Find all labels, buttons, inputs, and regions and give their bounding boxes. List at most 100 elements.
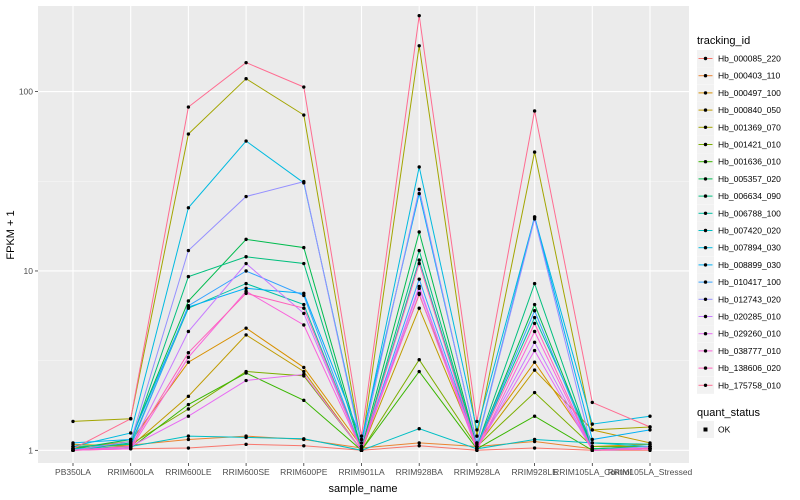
data-point <box>71 441 75 445</box>
data-point <box>532 390 537 395</box>
data-point <box>186 437 191 442</box>
data-point <box>590 448 594 453</box>
legend-key-point <box>703 125 708 129</box>
data-point <box>648 446 652 450</box>
data-point <box>475 428 479 432</box>
data-point <box>186 105 191 109</box>
data-point <box>129 439 133 444</box>
data-point <box>186 402 191 407</box>
data-point <box>302 302 306 307</box>
y-tick-label: 1 <box>28 445 33 455</box>
legend-key-point <box>703 228 708 233</box>
data-point <box>417 291 421 296</box>
data-point <box>244 286 248 291</box>
data-point <box>302 323 306 327</box>
x-tick-label: RRIM105LA_Control <box>553 467 632 477</box>
legend-key-point <box>703 427 708 432</box>
data-point <box>532 281 537 286</box>
legend-key-point <box>703 246 708 250</box>
data-point <box>302 398 306 403</box>
data-point <box>417 277 421 281</box>
data-point <box>417 441 421 445</box>
legend-label: Hb_000403_110 <box>718 71 781 81</box>
legend-label: Hb_000085_220 <box>718 54 781 64</box>
data-point <box>532 321 537 326</box>
x-tick-label: PB350LA <box>55 467 91 477</box>
data-point <box>417 358 421 362</box>
y-tick-label: 10 <box>24 266 34 276</box>
data-point <box>417 191 421 196</box>
data-point <box>475 434 479 438</box>
x-tick-label: RRIM600LE <box>165 467 212 477</box>
legend-label: Hb_020285_010 <box>718 312 781 322</box>
data-point <box>186 304 191 308</box>
data-point <box>417 258 421 262</box>
legend-label: Hb_001636_010 <box>718 157 781 167</box>
legend-label: Hb_006634_090 <box>718 191 781 201</box>
data-point <box>475 442 479 447</box>
legend-label: Hb_038777_010 <box>718 346 781 356</box>
y-tick-label: 100 <box>19 87 33 97</box>
legend-key-point <box>703 56 708 61</box>
data-point <box>359 437 364 442</box>
x-axis: PB350LA RRIM600LA RRIM600LE RRIM600SE RRIM60… <box>55 463 693 477</box>
legend-label: Hb_012743_020 <box>718 294 781 304</box>
legend-label: OK <box>718 425 731 435</box>
data-point <box>129 431 133 435</box>
legend-key-point <box>703 332 708 336</box>
data-point <box>532 329 537 334</box>
data-point <box>186 407 191 411</box>
legend-color-title: tracking_id <box>697 35 750 47</box>
data-point <box>590 437 594 442</box>
data-point <box>244 261 248 266</box>
data-point <box>417 165 421 169</box>
x-tick-label: RRIM901LA <box>338 467 385 477</box>
data-point <box>244 194 248 199</box>
legend-label: Hb_001369_070 <box>718 122 781 132</box>
data-point <box>186 206 191 210</box>
legend-key-point <box>703 297 708 301</box>
data-point <box>302 245 306 250</box>
data-point <box>244 378 248 383</box>
data-point <box>532 340 537 345</box>
data-point <box>475 446 479 450</box>
data-point <box>590 422 594 426</box>
data-point <box>532 414 537 418</box>
legend-label: Hb_000840_050 <box>718 105 781 115</box>
data-point <box>359 444 364 449</box>
data-point <box>648 414 652 418</box>
data-point <box>417 261 421 266</box>
panel-background <box>38 6 689 463</box>
data-point <box>359 434 364 438</box>
x-tick-label: RRIM928LE <box>511 467 558 477</box>
legend-key-point <box>703 280 708 284</box>
data-point <box>590 400 594 405</box>
data-point <box>186 394 191 399</box>
legend-label: Hb_138606_020 <box>718 363 781 373</box>
legend-label: Hb_008899_030 <box>718 260 781 270</box>
data-point <box>244 442 248 447</box>
data-point <box>186 248 191 253</box>
legend-label: Hb_175758_010 <box>718 380 781 390</box>
data-point <box>244 139 248 143</box>
data-point <box>186 274 191 279</box>
data-point <box>532 368 537 372</box>
data-point <box>532 437 537 442</box>
x-tick-label: RRIM600PE <box>280 467 328 477</box>
data-point <box>590 441 594 445</box>
data-point <box>71 419 75 424</box>
x-tick-label: RRIM600SE <box>222 467 270 477</box>
data-point <box>417 13 421 18</box>
legend-key-point <box>703 383 708 387</box>
data-point <box>186 414 191 418</box>
data-point <box>532 360 537 364</box>
legend-label: Hb_007420_020 <box>718 226 781 236</box>
data-point <box>302 293 306 298</box>
data-point <box>590 428 594 432</box>
data-point <box>532 217 537 221</box>
data-point <box>417 369 421 374</box>
legend-key-point <box>703 74 708 78</box>
legend-tracking-id: tracking_id Hb_000085_220 Hb_000403_110 Hb… <box>697 35 781 394</box>
data-point <box>244 371 248 375</box>
data-point <box>302 444 306 448</box>
